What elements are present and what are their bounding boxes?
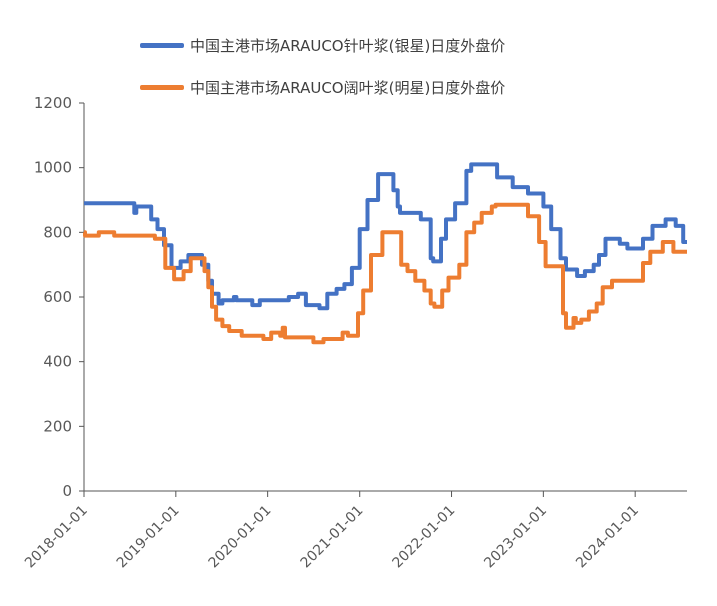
legend-item-softwood: 中国主港市场ARAUCO针叶浆(银星)日度外盘价 xyxy=(140,34,505,56)
y-tick-label: 200 xyxy=(43,417,72,435)
x-tick-label: 2024-01-01 xyxy=(573,503,642,572)
x-tick-label: 2020-01-01 xyxy=(206,503,275,572)
series-line-softwood xyxy=(84,162,687,311)
series-line-hardwood xyxy=(83,202,687,345)
x-tick-label: 2018-01-01 xyxy=(22,503,91,572)
y-tick-label: 400 xyxy=(43,353,72,371)
legend-item-hardwood: 中国主港市场ARAUCO阔叶浆(明星)日度外盘价 xyxy=(140,76,505,98)
x-tick-label: 2021-01-01 xyxy=(298,503,367,572)
y-tick-label: 600 xyxy=(43,288,72,306)
y-tick-label: 800 xyxy=(43,223,72,241)
y-tick-label: 0 xyxy=(62,482,72,500)
x-tick-label: 2023-01-01 xyxy=(481,503,550,572)
x-tick-label: 2019-01-01 xyxy=(114,503,183,572)
legend-swatch-hardwood xyxy=(140,84,184,90)
y-tick-label: 1200 xyxy=(34,94,72,112)
y-tick-label: 1000 xyxy=(34,159,72,177)
legend-label-softwood: 中国主港市场ARAUCO针叶浆(银星)日度外盘价 xyxy=(190,36,506,55)
x-tick-label: 2022-01-01 xyxy=(390,503,459,572)
legend-label-hardwood: 中国主港市场ARAUCO阔叶浆(明星)日度外盘价 xyxy=(190,78,506,97)
legend-swatch-softwood xyxy=(140,42,184,48)
